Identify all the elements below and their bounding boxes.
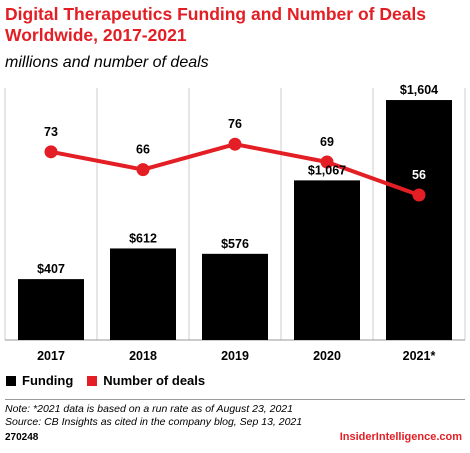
x-tick-label: 2019 [221,349,249,363]
chart-note: Note: *2021 data is based on a run rate … [5,403,293,415]
legend-label-deals: Number of deals [103,373,206,388]
deals-point [320,155,334,169]
deals-value-label: 69 [320,135,334,149]
deals-value-label: 56 [412,168,426,182]
funding-bar [202,253,268,340]
deals-swatch [87,375,98,386]
funding-bar [18,279,84,340]
chart-source: Source: CB Insights as cited in the comp… [5,416,303,428]
bar-layer [18,100,452,341]
funding-bar [110,248,176,340]
legend: Funding Number of deals [6,373,219,388]
funding-value-label: $576 [221,237,249,251]
legend-label-funding: Funding [22,373,74,388]
funding-bar [294,180,360,340]
x-tick-label: 2020 [313,349,341,363]
deals-point [412,188,426,202]
funding-value-label: $612 [129,231,157,245]
x-tick-label: 2018 [129,349,157,363]
x-tick-label: 2017 [37,349,65,363]
deals-value-label: 73 [44,125,58,139]
chart-title: Digital Therapeutics Funding and Number … [5,4,427,45]
deals-line [50,142,420,197]
brand-logo-text: InsiderIntelligence.com [339,431,462,443]
legend-item-funding: Funding [6,373,73,388]
funding-value-label: $407 [37,262,65,276]
chart-subtitle: millions and number of deals [5,54,209,71]
funding-swatch [6,375,16,386]
deals-value-label: 76 [228,117,242,131]
funding-value-label: $1,604 [400,83,438,97]
label-layer: $407 $612 $576 $1,067 $1,604 73 66 76 69 56 [37,83,438,276]
deals-point [136,163,150,177]
line-layer [44,137,426,202]
deals-point [228,137,242,151]
chart-id: 270248 [5,432,39,443]
funding-value-label: $1,067 [308,163,346,177]
tick-layer: 2017 2018 2019 2020 2021* [37,349,435,363]
deals-point [44,145,58,159]
footer-divider [5,399,465,400]
funding-bar [386,100,452,341]
legend-item-deals: Number of deals [87,373,205,388]
deals-value-label: 66 [136,143,150,157]
x-tick-label: 2021* [403,349,436,363]
